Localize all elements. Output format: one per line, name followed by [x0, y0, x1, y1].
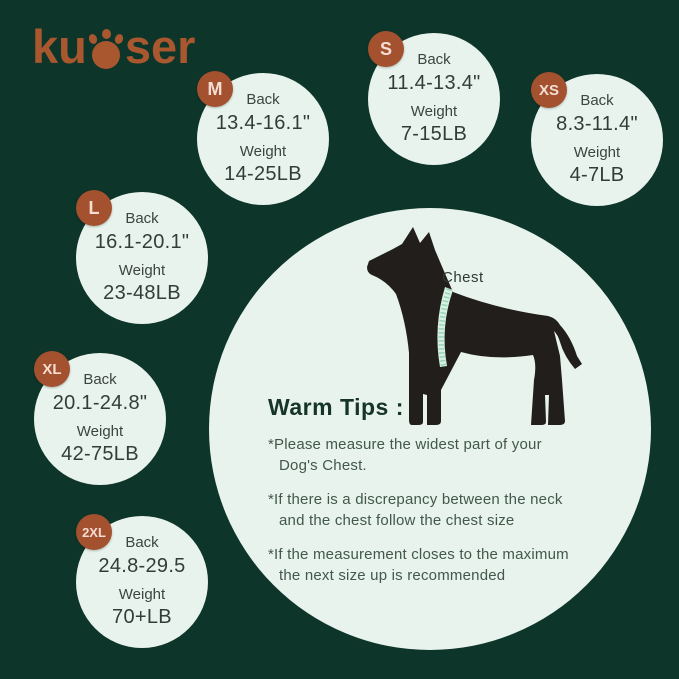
back-label: Back — [246, 90, 280, 108]
size-badge-label: XS — [538, 81, 559, 99]
weight-value: 4-7LB — [569, 164, 625, 187]
weight-label: Weight — [76, 422, 124, 440]
brand-logo-text-right: ser — [124, 20, 196, 73]
back-value: 13.4-16.1" — [215, 111, 311, 134]
back-value: 8.3-11.4" — [556, 112, 638, 135]
back-label: Back — [125, 209, 159, 227]
weight-label: Weight — [118, 585, 166, 603]
size-badge-label: XL — [42, 360, 62, 378]
weight-label: Weight — [239, 142, 287, 160]
size-circle-xl: XL Back 20.1-24.8" Weight 42-75LB — [34, 351, 166, 485]
weight-label: Weight — [410, 102, 458, 120]
back-label: Back — [125, 533, 159, 551]
size-badge-xl: XL — [34, 351, 70, 387]
back-value: 11.4-13.4" — [387, 71, 481, 94]
warm-tips-heading: Warm Tips : — [268, 394, 404, 420]
brand-logo-text-left: ku — [32, 20, 87, 73]
brand-logo: ku ser — [32, 22, 195, 70]
size-circle-xs: XS Back 8.3-11.4" Weight 4-7LB — [531, 72, 663, 206]
size-badge-label: M — [207, 78, 223, 99]
paw-icon — [87, 22, 125, 70]
size-badge-m: M — [197, 71, 233, 107]
warm-tip-item: *Please measure the widest part of your … — [268, 436, 542, 474]
size-badge-label: S — [379, 38, 392, 59]
weight-value: 42-75LB — [61, 443, 139, 466]
back-label: Back — [83, 370, 117, 388]
back-label: Back — [580, 91, 614, 109]
chest-label: Chest — [442, 269, 484, 286]
back-value: 20.1-24.8" — [52, 391, 148, 414]
size-circle-s: S Back 11.4-13.4" Weight 7-15LB — [368, 31, 500, 165]
back-value: 24.8-29.5 — [98, 554, 186, 577]
weight-value: 23-48LB — [103, 282, 181, 305]
measuring-tape-band — [437, 287, 453, 367]
back-label: Back — [417, 50, 451, 68]
weight-value: 70+LB — [112, 606, 172, 629]
info-circle: Chest Warm Tips : *Please measure the wi… — [209, 208, 651, 650]
weight-value: 7-15LB — [400, 123, 468, 146]
warm-tips-section: Warm Tips : *Please measure the widest p… — [268, 394, 576, 600]
weight-value: 14-25LB — [224, 163, 302, 186]
size-badge-l: L — [76, 190, 112, 226]
size-badge-label: 2XL — [82, 524, 106, 540]
size-circle-m: M Back 13.4-16.1" Weight 14-25LB — [197, 71, 329, 205]
weight-label: Weight — [573, 143, 621, 161]
size-circle-2xl: 2XL Back 24.8-29.5 Weight 70+LB — [76, 514, 208, 648]
warm-tip-item: *If the measurement closes to the maximu… — [268, 546, 569, 584]
back-value: 16.1-20.1" — [94, 230, 190, 253]
size-badge-2xl: 2XL — [76, 514, 112, 550]
size-badge-xs: XS — [531, 72, 567, 108]
size-circle-l: L Back 16.1-20.1" Weight 23-48LB — [76, 190, 208, 324]
dog-silhouette — [367, 227, 582, 425]
weight-label: Weight — [118, 261, 166, 279]
warm-tip-item: *If there is a discrepancy between the n… — [268, 491, 563, 529]
size-badge-s: S — [368, 31, 404, 67]
size-badge-label: L — [88, 197, 100, 218]
